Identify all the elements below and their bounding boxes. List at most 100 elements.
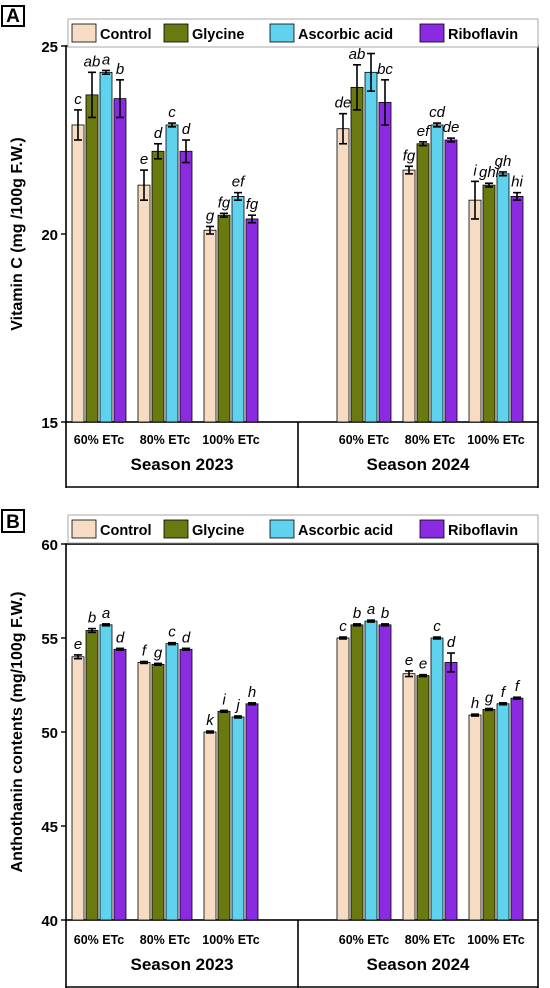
panel-label-box: [1, 509, 25, 533]
bar: [496, 703, 510, 921]
category-label: 60% ETc: [339, 433, 390, 447]
legend-label: Control: [100, 523, 152, 539]
legend-box: [67, 18, 539, 48]
season-label: Season 2023: [130, 455, 233, 474]
y-tick-label: 45: [41, 819, 58, 836]
bar: [416, 675, 430, 921]
bar: [510, 195, 524, 423]
significance-letter: c: [339, 618, 347, 635]
season-label: Season 2024: [366, 955, 470, 974]
legend-label: Ascorbic acid: [298, 27, 393, 43]
significance-letter: e: [419, 656, 427, 673]
category-label: 80% ETc: [405, 933, 456, 947]
significance-letter: d: [154, 125, 163, 142]
bar: [179, 150, 193, 423]
bar: [217, 710, 231, 921]
bar: [350, 86, 364, 423]
significance-letter: de: [335, 95, 352, 112]
legend-label: Riboflavin: [448, 27, 518, 43]
significance-letter: g: [206, 207, 215, 224]
y-tick-label: 25: [41, 39, 58, 56]
bar: [444, 662, 458, 921]
significance-letter: c: [74, 91, 82, 108]
significance-letter: h: [471, 695, 479, 712]
significance-letter: gh: [495, 153, 512, 170]
legend-swatch: [269, 23, 295, 43]
bar: [364, 71, 378, 423]
bar: [416, 143, 430, 423]
significance-letter: bc: [377, 61, 393, 78]
bar: [430, 637, 444, 921]
panel-label: B: [6, 512, 20, 533]
category-label: 60% ETc: [74, 433, 125, 447]
significance-letter: hi: [511, 174, 523, 191]
legend-swatch: [163, 23, 189, 43]
significance-letter: a: [102, 51, 110, 68]
category-label: 80% ETc: [405, 433, 456, 447]
bar: [137, 184, 151, 423]
season-label: Season 2023: [130, 955, 233, 974]
bar: [378, 102, 392, 423]
significance-letter: i: [222, 691, 226, 708]
significance-letter: b: [381, 605, 389, 622]
plot-frame: [65, 45, 539, 423]
y-tick-label: 50: [41, 725, 58, 742]
significance-letter: ab: [84, 53, 101, 70]
category-label: 60% ETc: [74, 933, 125, 947]
significance-letter: c: [168, 104, 176, 121]
category-label: 80% ETc: [140, 933, 191, 947]
bar: [231, 716, 245, 921]
bar: [444, 139, 458, 423]
bar: [402, 169, 416, 423]
significance-letter: ab: [349, 46, 366, 63]
bar: [71, 124, 85, 423]
bar: [336, 637, 350, 921]
y-tick-label: 40: [41, 913, 58, 930]
significance-letter: g: [154, 644, 163, 661]
bar: [496, 173, 510, 423]
significance-letter: b: [88, 610, 96, 627]
significance-letter: k: [206, 712, 215, 729]
legend-box: [67, 514, 539, 544]
y-tick-label: 55: [41, 631, 58, 648]
significance-letter: fg: [246, 196, 259, 213]
bar: [165, 643, 179, 921]
legend-swatch: [71, 23, 97, 43]
legend-swatch: [71, 519, 97, 539]
bar: [350, 624, 364, 921]
bar: [217, 214, 231, 423]
legend-label: Glycine: [192, 523, 244, 539]
significance-letter: f: [501, 684, 507, 701]
significance-letter: fg: [403, 147, 416, 164]
y-tick-label: 15: [41, 415, 58, 432]
significance-letter: a: [102, 605, 110, 622]
bar: [510, 697, 524, 921]
bar: [430, 124, 444, 423]
significance-letter: cd: [429, 104, 446, 121]
plot-frame: [65, 543, 539, 921]
significance-letter: i: [473, 162, 477, 179]
significance-letter: ef: [232, 174, 246, 191]
bar: [336, 128, 350, 423]
category-label: 100% ETc: [467, 433, 524, 447]
bar: [137, 662, 151, 921]
bar: [165, 124, 179, 423]
significance-letter: e: [405, 652, 413, 669]
significance-letter: d: [182, 629, 191, 646]
significance-letter: b: [353, 605, 361, 622]
bar: [378, 624, 392, 921]
bar: [245, 703, 259, 921]
y-tick-label: 20: [41, 227, 58, 244]
significance-letter: fg: [218, 194, 231, 211]
significance-letter: b: [116, 61, 124, 78]
panel-label: A: [6, 6, 20, 27]
y-axis-label: Anthothanin contents (mg/100g F.W.): [9, 592, 26, 873]
bar: [179, 648, 193, 921]
significance-letter: f: [142, 643, 148, 660]
significance-letter: e: [74, 636, 82, 653]
significance-letter: ghi: [479, 164, 500, 181]
significance-letter: j: [234, 697, 240, 714]
significance-letter: de: [443, 119, 460, 136]
